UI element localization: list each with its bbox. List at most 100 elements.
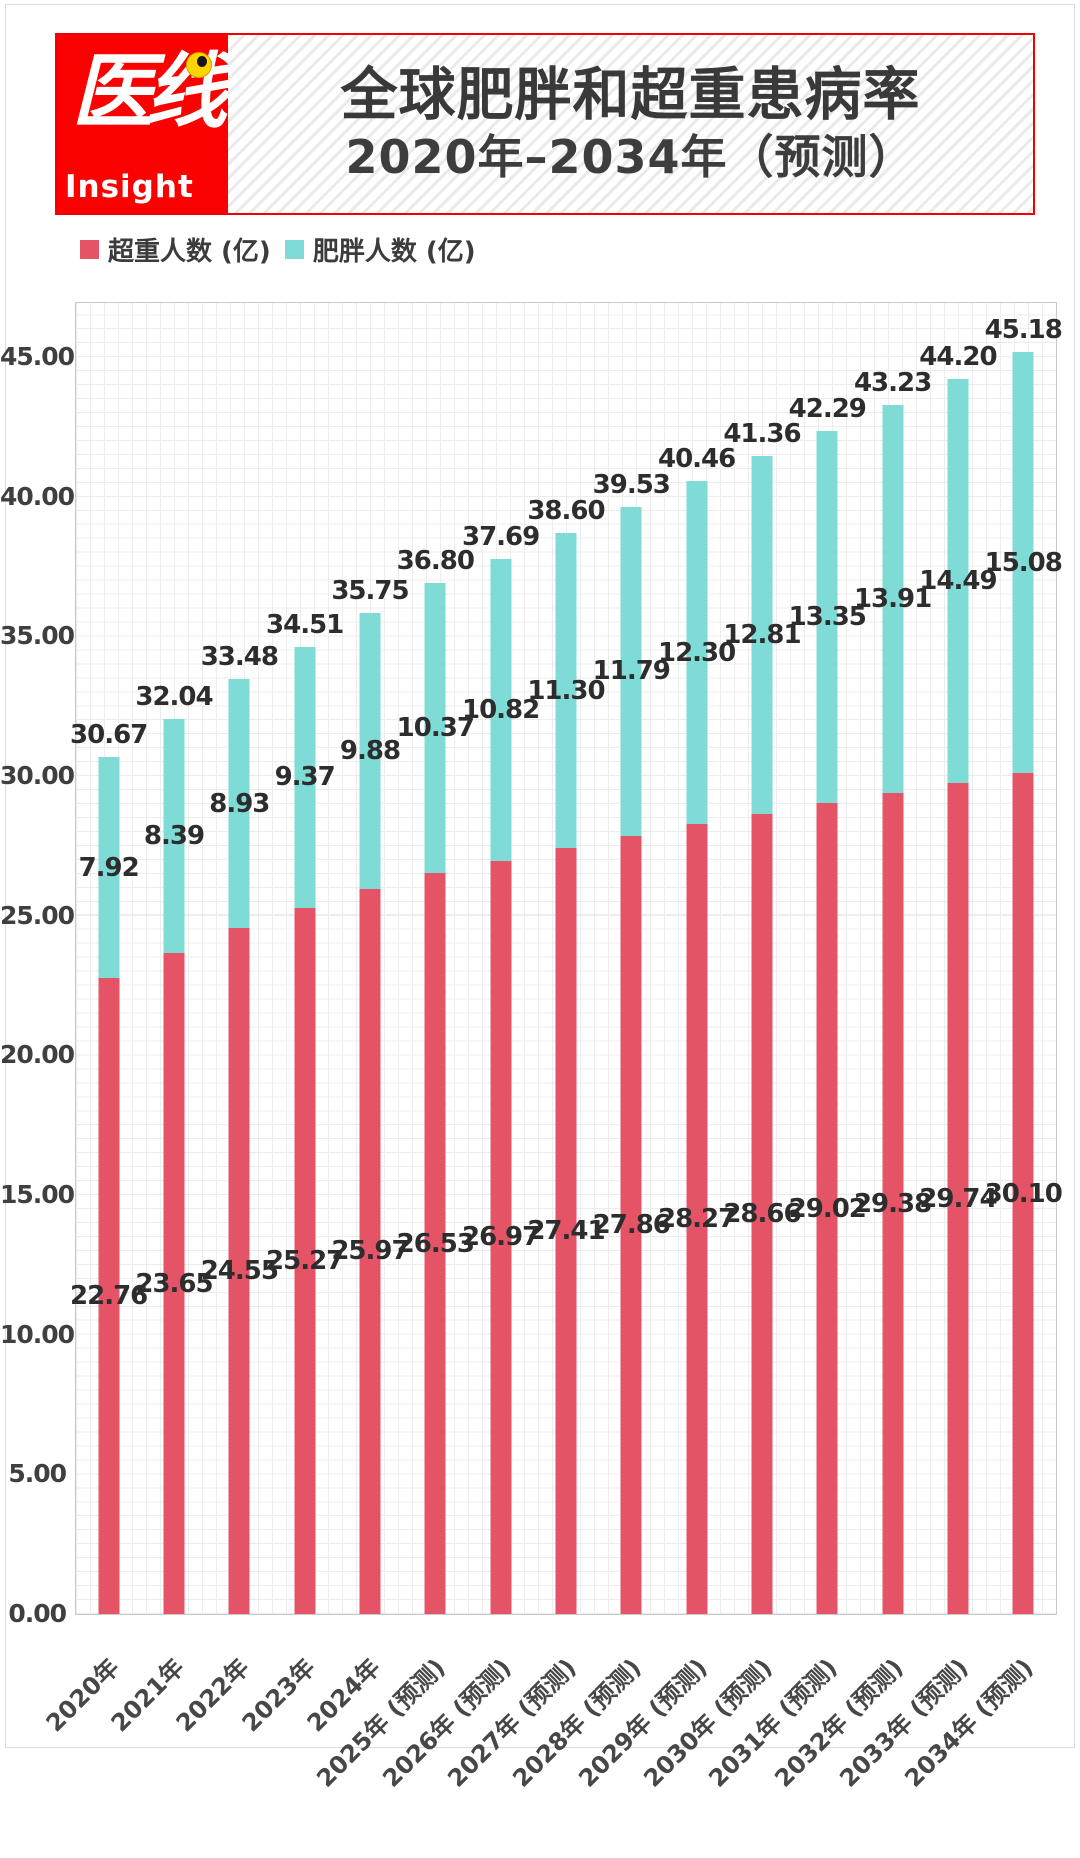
bar-segment-obese [816, 430, 838, 804]
overweight-value-label: 30.10 [984, 1178, 1063, 1209]
bar-segment-overweight [294, 908, 316, 1614]
bar-stack [98, 757, 120, 1614]
bar-segment-overweight [228, 928, 250, 1614]
bar-columns: 30.67 7.92 22.76 32.04 8.39 23.65 33.48 8.93 24.… [70, 303, 1063, 1614]
legend-label-overweight: 超重人数 (亿) [108, 237, 271, 267]
yixian-insight-logo: 医线 Insight [57, 35, 228, 213]
bar-segment-overweight [424, 873, 446, 1614]
logo-insight-text: Insight [65, 169, 194, 205]
bar-column: 45.18 15.08 30.10 [985, 303, 1063, 1614]
bar-segment-obese [620, 506, 642, 836]
overweight-value-label: 27.41 [527, 1216, 605, 1247]
obese-value-label: 10.37 [396, 713, 475, 744]
y-tick-label: 35.00 [0, 621, 75, 651]
bar-stack [686, 480, 708, 1614]
bar-column: 30.67 7.92 22.76 [70, 303, 148, 1614]
y-tick-label: 45.00 [0, 342, 75, 372]
bar-stack [359, 612, 381, 1614]
obese-value-label: 8.93 [209, 788, 270, 819]
overweight-value-label: 22.76 [70, 1281, 148, 1312]
bar-segment-obese [98, 757, 120, 979]
obese-value-label: 15.08 [984, 547, 1063, 578]
legend-swatch-overweight [80, 240, 99, 259]
overweight-value-label: 25.97 [331, 1236, 409, 1267]
x-axis: 2020年 2021年 2022年 2023年 2024年 2025年 (预测) 2026年… [40, 1620, 1055, 1792]
total-value-label: 35.75 [331, 575, 409, 606]
bar-segment-overweight [947, 783, 969, 1614]
bar-segment-obese [424, 583, 446, 874]
bar-stack [882, 404, 904, 1614]
title-box: 全球肥胖和超重患病率 2020年–2034年（预测） [228, 35, 1033, 213]
total-value-label: 32.04 [135, 682, 213, 713]
overweight-value-label: 23.65 [135, 1268, 213, 1299]
bar-segment-obese [882, 404, 904, 794]
bar-segment-obese [686, 480, 708, 825]
bar-column: 32.04 8.39 23.65 [135, 303, 214, 1614]
bar-column: 40.46 12.30 28.27 [658, 303, 736, 1614]
bar-stack [751, 455, 773, 1614]
bar-column: 34.51 9.37 25.27 [266, 303, 344, 1614]
total-value-label: 38.60 [527, 495, 605, 526]
total-value-label: 37.69 [462, 521, 540, 552]
overweight-value-label: 24.55 [200, 1256, 279, 1287]
bar-segment-overweight [751, 813, 773, 1614]
bar-segment-overweight [1012, 773, 1034, 1614]
bar-column: 43.23 13.91 29.38 [854, 303, 932, 1614]
bar-segment-overweight [490, 860, 512, 1614]
obese-value-label: 12.81 [723, 619, 801, 650]
bar-stack [1012, 352, 1034, 1614]
bar-segment-overweight [686, 824, 708, 1614]
obese-value-label: 9.88 [339, 735, 401, 766]
bar-segment-overweight [359, 888, 381, 1614]
bar-column: 36.80 10.37 26.53 [397, 303, 475, 1614]
total-value-label: 39.53 [592, 469, 671, 500]
bar-column: 41.36 12.81 28.66 [723, 303, 802, 1614]
bar-segment-obese [751, 455, 773, 814]
bar-stack [816, 430, 838, 1614]
bar-segment-obese [228, 678, 250, 929]
chart-plot-area: 30.67 7.92 22.76 32.04 8.39 23.65 33.48 8.93 24.… [70, 302, 1063, 1615]
overweight-value-label: 26.97 [462, 1222, 540, 1253]
legend-swatch-obese [284, 240, 304, 259]
total-value-label: 34.51 [266, 609, 344, 640]
obese-value-label: 13.91 [853, 584, 932, 615]
total-value-label: 43.23 [853, 367, 932, 398]
bar-segment-obese [947, 378, 969, 784]
y-tick-label: 10.00 [0, 1319, 75, 1349]
bar-segment-obese [555, 532, 577, 849]
header-banner: 医线 Insight 全球肥胖和超重患病率 2020年–2034年（预测） [55, 33, 1035, 215]
total-value-label: 30.67 [70, 720, 148, 751]
bar-segment-obese [163, 719, 185, 954]
bar-segment-obese [490, 558, 512, 861]
overweight-value-label: 28.66 [723, 1198, 801, 1229]
total-value-label: 42.29 [788, 393, 867, 424]
legend-item-obese: 肥胖人数 (亿) [284, 231, 476, 268]
bar-segment-overweight [620, 835, 642, 1614]
bar-column: 39.53 11.79 27.86 [593, 303, 671, 1614]
obese-value-label: 8.39 [143, 821, 205, 852]
bar-stack [228, 678, 250, 1614]
bar-column: 42.29 13.35 29.02 [789, 303, 867, 1614]
bar-column: 35.75 9.88 25.97 [331, 303, 410, 1614]
logo-eye-icon [186, 52, 212, 78]
bar-segment-overweight [98, 978, 120, 1614]
total-value-label: 45.18 [984, 315, 1063, 346]
y-tick-label: 0.00 [8, 1599, 67, 1628]
bar-column: 37.69 10.82 26.97 [462, 303, 540, 1614]
logo-eye-pupil [197, 56, 207, 67]
y-tick-label: 25.00 [0, 900, 75, 930]
obese-value-label: 10.82 [462, 694, 540, 725]
bar-segment-overweight [555, 848, 577, 1614]
obese-value-label: 11.30 [527, 675, 605, 706]
bar-column: 44.20 14.49 29.74 [919, 303, 998, 1614]
total-value-label: 44.20 [919, 341, 997, 372]
y-tick-label: 20.00 [0, 1040, 75, 1070]
bar-stack [620, 506, 642, 1614]
legend-item-overweight: 超重人数 (亿) [80, 231, 271, 268]
overweight-value-label: 26.53 [396, 1228, 475, 1259]
legend-label-obese: 肥胖人数 (亿) [312, 237, 476, 267]
bar-stack [424, 583, 446, 1614]
bar-column: 33.48 8.93 24.55 [201, 303, 279, 1614]
y-tick-label: 5.00 [8, 1459, 67, 1489]
total-value-label: 33.48 [200, 641, 279, 672]
